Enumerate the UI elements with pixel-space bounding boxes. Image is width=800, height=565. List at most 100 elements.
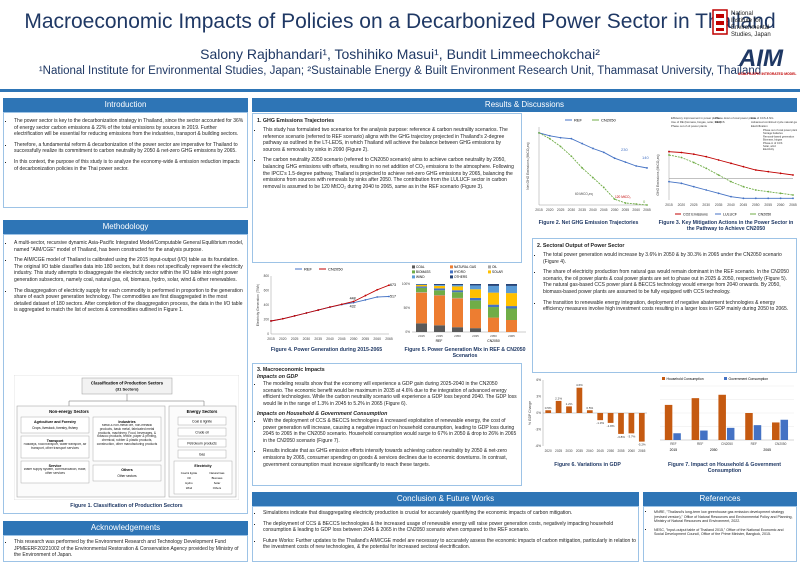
x-tick-label: REF [751,442,757,446]
data-label: 0.5% [586,406,593,410]
bar-segment-hydro [452,290,463,293]
data-point [692,161,695,164]
gdp-bar [638,413,645,442]
data-point [742,197,745,200]
data-point [293,314,296,317]
x-tick-label: 2030 [568,208,576,212]
y-tick-label: 0 [267,332,269,336]
fig3-note: Use of RE (biomass, biogas, solar, wind) [671,120,721,124]
bar-segment-biomass [452,292,463,298]
consumption-bar-household [745,413,753,440]
legend-label: BIOMASS [416,270,431,274]
data-label: 2.2% [555,396,562,400]
consumption-bar-household [664,404,673,440]
consumption-bar-household [772,422,780,440]
nies-logo-line: Institute for [731,18,761,24]
x-tick-label: 2045 [740,203,748,207]
nies-logo-line: Studies, Japan [731,32,771,38]
legend-label: CO2 Emissions [683,213,708,217]
legend-swatch [724,377,727,380]
legend-label: HYDRO [454,270,466,274]
x-tick-label: 2015 [418,334,425,338]
bar-segment-others [488,284,499,286]
data-point [779,192,782,195]
y-tick-label: 100% [402,282,410,286]
x-tick-label: 2065 [638,449,645,453]
ack-box: This research was performed by the Envir… [3,535,248,562]
conclusion-bullet: Simulations indicate that disaggregating… [263,510,636,517]
data-point [705,189,708,191]
s2-bullet: The transition to renewable energy integ… [543,300,794,313]
x-tick-label: 2055 [764,203,772,207]
fig3-note: Electricity [763,147,775,151]
x-tick-label: CN2050 [775,442,787,446]
bar-segment-others [434,284,445,285]
data-point [613,157,616,160]
x-tick-label: 2020 [678,203,686,207]
data-label: 1.2% [566,402,573,406]
y-axis-label: Electricity Generation (TWh) [256,284,260,327]
legend-swatch [412,270,415,274]
data-point [680,156,683,159]
fig1-service-title: Service [49,464,62,468]
s3-sub1: Impacts on GDP [257,374,298,380]
data-point [388,284,390,287]
results-s3-box: 3. Macroeconomic Impacts Impacts on GDP … [252,363,522,486]
data-label: 0.5% [545,406,552,410]
fig1-industries-title: Industries [118,420,135,424]
x-tick-label: 2065 [643,208,651,212]
conclusion-box: Simulations indicate that disaggregating… [252,506,639,562]
group-label: REF [436,339,443,343]
bar-segment-wind [452,284,463,287]
data-label: 432 [350,305,356,309]
consumption-bar-government [780,419,789,440]
fig1-root: Classification of Production Sectors [91,381,164,386]
bar-segment-natural-gas [506,320,517,332]
method-bullet: The AIM/CGE model of Thailand is calibra… [14,257,244,283]
data-point [602,186,605,189]
data-point [270,320,272,322]
data-point [570,137,573,140]
y-tick-label: 6% [536,378,541,382]
conclusion-bullet: Future Works: Further updates to the Tha… [263,538,636,551]
intro-bullet: Therefore, a fundamental reform & decarb… [14,142,244,155]
data-point [376,296,379,298]
gdp-bar [545,410,552,413]
fig3-caption: Figure 3. Key Mitigation Actions in the … [658,220,794,232]
x-tick-label: 2060 [777,203,785,207]
fig1-energy: Energy Sectors [187,409,218,414]
legend-swatch [488,270,491,274]
bar-segment-hydro [434,288,445,291]
fig1-classification-diagram: Classification of Production Sectors (31… [14,375,239,500]
method-bullets: A multi-sector, recursive dynamic Asia-P… [8,240,244,318]
x-tick-label: 2035 [578,208,586,212]
legend-swatch [488,265,491,269]
data-point [717,192,720,195]
data-point [730,162,732,165]
bar-segment-biomass [506,308,517,320]
fig1-agri-title: Agriculture and Forestry [34,420,76,424]
group-label: 2050 [710,448,718,452]
data-point [792,194,794,196]
legend-label-ref: REF [304,267,313,272]
fig1-elec-item: Biomass [212,476,223,480]
poster-title: Macroeconomic Impacts of Policies on a D… [24,10,776,33]
data-point [668,180,670,183]
data-point [692,153,695,156]
y-axis-label: Net GHG Emissions (MtCO₂eq) [526,142,530,189]
x-tick-label: 2050 [611,208,619,212]
data-point [730,180,732,183]
conclusion-bullet: The deployment of CCS & BECCS technologi… [263,521,636,534]
s2-bullet: The share of electricity production from… [543,269,794,295]
bar-segment-natural-gas [434,295,445,326]
fig3-note: Electrification [751,124,768,128]
x-tick-label: 2030 [565,449,572,453]
x-tick-label: 2065 [385,337,393,341]
method-bullet: The disaggregation of electricity supply… [14,288,244,314]
method-title: Methodology [3,220,248,234]
data-label: 4.6% [576,383,583,387]
x-tick-label: 2065 [508,334,515,338]
x-tick-label: 2015 [665,203,673,207]
nies-logo-line: National [731,11,753,17]
fig1-non-energy: Non-energy Sectors [49,409,89,414]
